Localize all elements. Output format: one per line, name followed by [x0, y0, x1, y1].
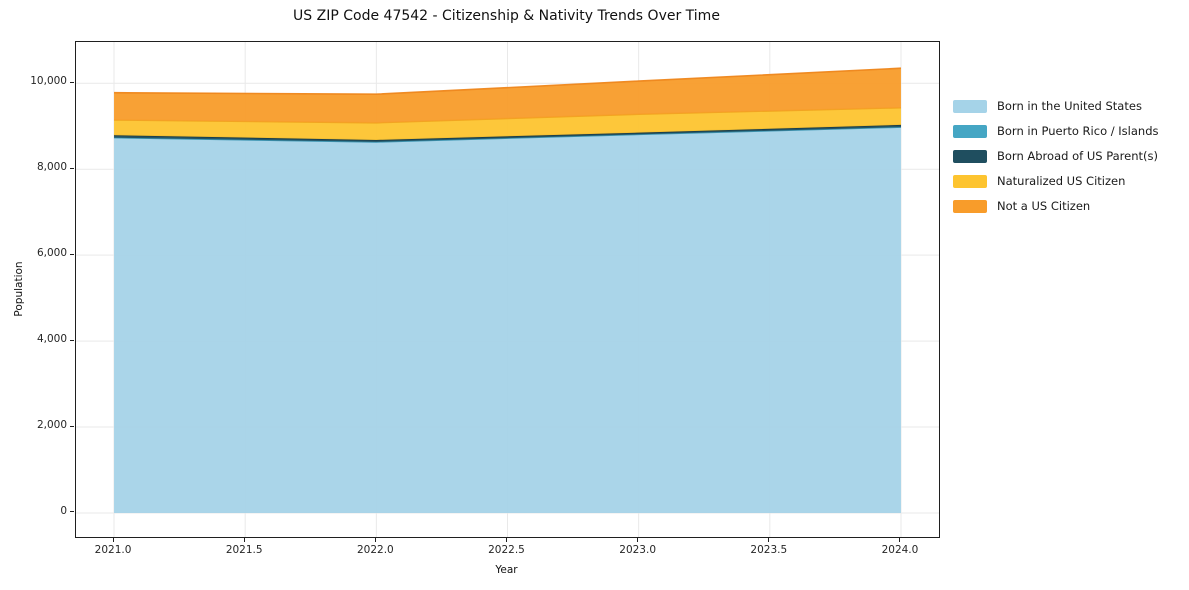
plot-area — [75, 41, 940, 538]
y-tick-mark — [70, 81, 74, 83]
y-tick-mark — [70, 167, 74, 169]
x-tick-mark — [899, 538, 901, 542]
chart-svg — [76, 42, 939, 537]
y-tick-mark — [70, 511, 74, 513]
x-tick-mark — [637, 538, 639, 542]
y-tick-label: 6,000 — [36, 247, 67, 260]
x-tick-label: 2021.5 — [225, 544, 263, 556]
y-tick-mark — [70, 425, 74, 427]
y-axis-label: Population — [13, 261, 25, 317]
x-tick-label: 2022.5 — [488, 544, 525, 556]
area-naturalized-us-citizen — [114, 107, 901, 140]
y-tick-label: 0 — [60, 504, 67, 517]
x-tick-label: 2023.0 — [619, 544, 657, 556]
x-tick-label: 2024.0 — [881, 544, 919, 556]
legend-swatch-icon — [953, 124, 987, 138]
y-tick-label: 10,000 — [30, 75, 67, 88]
x-tick-mark — [243, 538, 245, 542]
legend-swatch-icon — [953, 174, 987, 188]
legend-label: Naturalized US Citizen — [997, 174, 1126, 188]
x-tick-label: 2023.5 — [750, 544, 788, 556]
legend-label: Born in the United States — [997, 99, 1142, 113]
x-tick-label: 2021.0 — [94, 544, 132, 556]
area-born-in-the-united-states — [114, 127, 901, 513]
y-tick-label: 4,000 — [36, 333, 67, 346]
legend-label: Not a US Citizen — [997, 199, 1091, 213]
y-tick-mark — [70, 339, 74, 341]
legend-swatch-icon — [953, 149, 987, 163]
legend: Born in the United States Born in Puerto … — [953, 99, 1159, 224]
x-tick-mark — [112, 538, 114, 542]
chart-title: US ZIP Code 47542 - Citizenship & Nativi… — [293, 8, 720, 24]
x-tick-mark — [768, 538, 770, 542]
legend-item: Born Abroad of US Parent(s) — [953, 149, 1159, 163]
x-axis-label: Year — [495, 564, 518, 576]
legend-label: Born Abroad of US Parent(s) — [997, 149, 1158, 163]
y-tick-mark — [70, 253, 74, 255]
legend-label: Born in Puerto Rico / Islands — [997, 124, 1159, 138]
x-tick-mark — [374, 538, 376, 542]
legend-swatch-icon — [953, 199, 987, 213]
y-tick-label: 2,000 — [36, 419, 67, 431]
legend-item: Naturalized US Citizen — [953, 174, 1159, 188]
legend-item: Born in Puerto Rico / Islands — [953, 124, 1159, 138]
x-tick-mark — [506, 538, 507, 542]
legend-swatch-icon — [953, 99, 987, 113]
y-tick-label: 8,000 — [36, 161, 67, 174]
legend-item: Not a US Citizen — [953, 199, 1159, 213]
legend-item: Born in the United States — [953, 99, 1159, 113]
area-not-a-us-citizen — [114, 68, 901, 123]
x-tick-label: 2022.0 — [356, 544, 394, 556]
